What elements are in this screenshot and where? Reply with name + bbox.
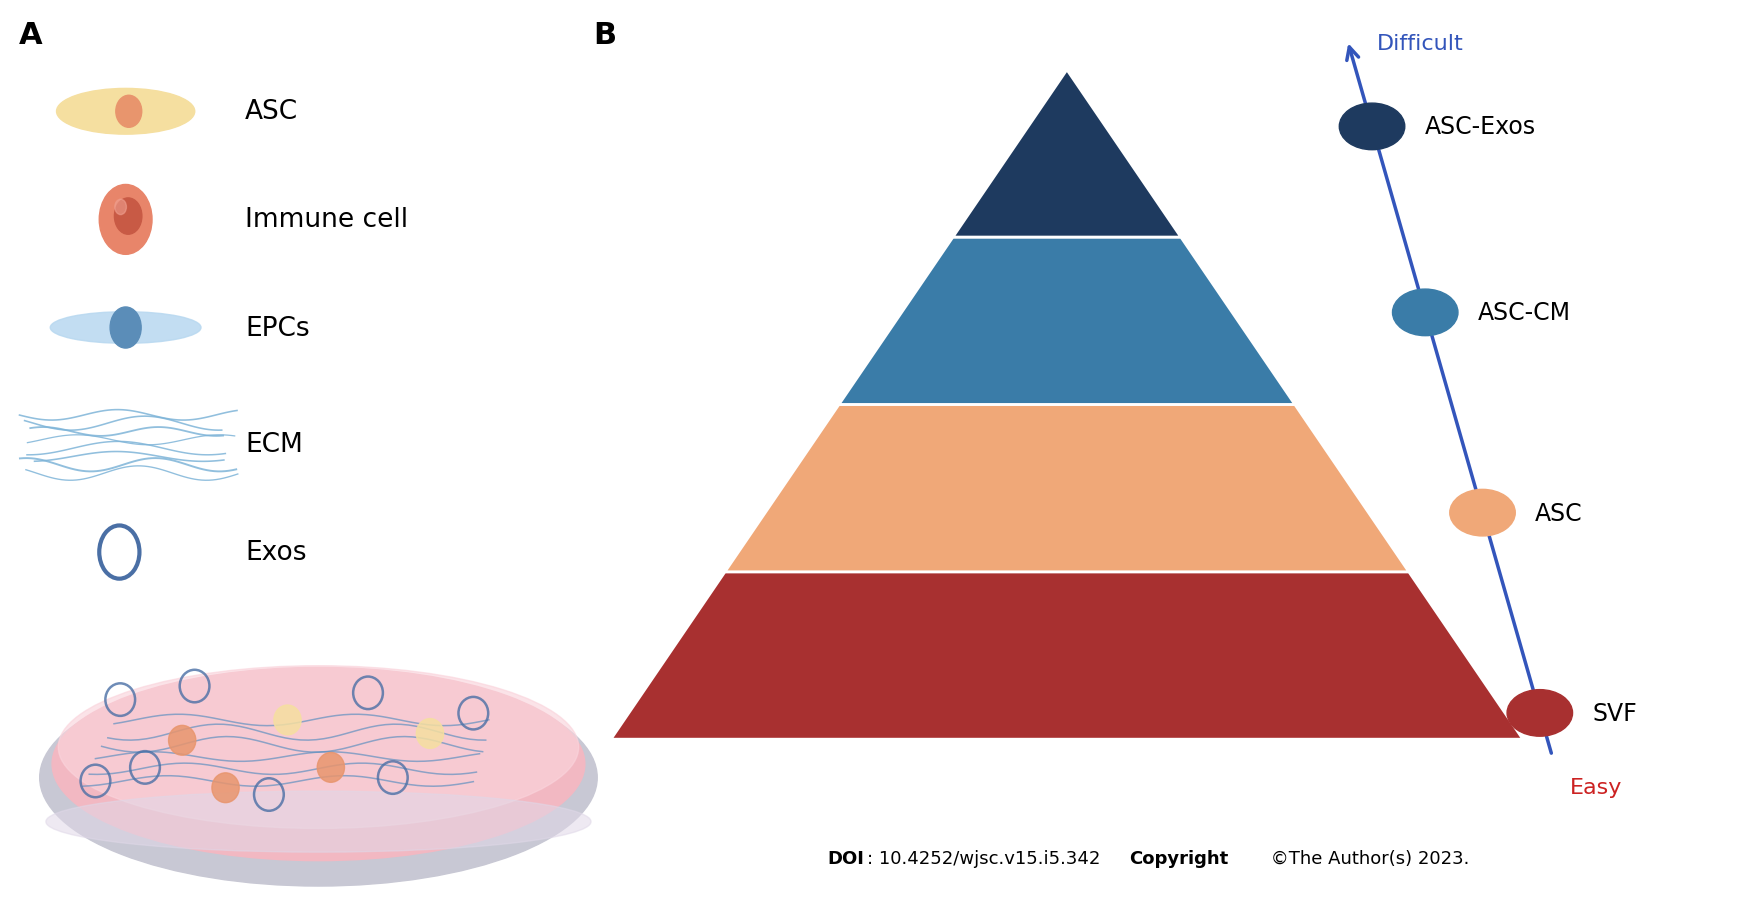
Text: ASC-Exos: ASC-Exos — [1424, 116, 1536, 139]
Text: DOI: DOI — [827, 850, 864, 867]
Text: SVF: SVF — [1593, 701, 1637, 725]
Text: ASC: ASC — [1536, 501, 1583, 525]
Polygon shape — [839, 237, 1295, 405]
Circle shape — [417, 719, 443, 749]
Text: ASC: ASC — [244, 99, 298, 126]
Circle shape — [99, 185, 152, 255]
Ellipse shape — [45, 791, 592, 852]
Text: Easy: Easy — [1570, 777, 1623, 796]
Ellipse shape — [40, 669, 597, 886]
Polygon shape — [953, 70, 1181, 237]
Text: ECM: ECM — [244, 432, 304, 458]
Text: Difficult: Difficult — [1377, 34, 1464, 54]
Text: Immune cell: Immune cell — [244, 207, 408, 233]
Circle shape — [318, 753, 344, 782]
Circle shape — [1508, 690, 1572, 736]
Ellipse shape — [52, 667, 585, 861]
Text: Copyright: Copyright — [1129, 850, 1228, 867]
Polygon shape — [611, 573, 1523, 740]
Text: EPCs: EPCs — [244, 315, 309, 341]
Text: : 10.4252/wjsc.v15.i5.342: : 10.4252/wjsc.v15.i5.342 — [867, 850, 1112, 867]
Ellipse shape — [115, 96, 141, 128]
Circle shape — [1393, 290, 1459, 336]
Circle shape — [211, 773, 239, 803]
Polygon shape — [724, 405, 1408, 573]
Circle shape — [1340, 104, 1405, 151]
Text: ©The Author(s) 2023.: ©The Author(s) 2023. — [1265, 850, 1469, 867]
Circle shape — [169, 726, 195, 755]
Ellipse shape — [51, 312, 201, 344]
Circle shape — [115, 199, 141, 235]
Circle shape — [274, 705, 302, 735]
Ellipse shape — [56, 89, 195, 135]
Text: ASC-CM: ASC-CM — [1478, 301, 1570, 325]
Text: Exos: Exos — [244, 539, 307, 565]
Text: B: B — [593, 21, 616, 50]
Text: A: A — [19, 21, 42, 50]
Circle shape — [115, 200, 126, 216]
Circle shape — [1450, 489, 1515, 536]
Circle shape — [110, 308, 141, 349]
Ellipse shape — [58, 666, 579, 829]
